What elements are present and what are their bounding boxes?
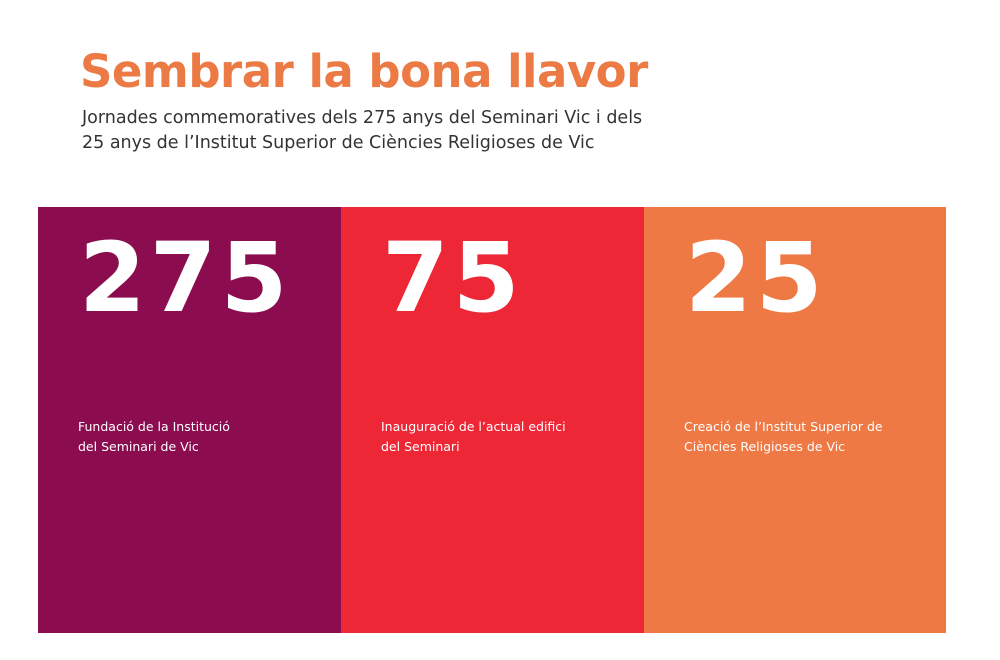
stat-panel-institute: 25 Creació de l’Institut Superior de Ciè… [644, 207, 946, 633]
stat-panel-building: 75 Inauguració de l’actual edifici del S… [341, 207, 644, 633]
stat-caption-line: del Seminari de Vic [78, 439, 199, 454]
stat-caption: Fundació de la Institució del Seminari d… [78, 417, 318, 457]
stat-caption: Inauguració de l’actual edifici del Semi… [381, 417, 621, 457]
stats-panels: 275 Fundació de la Institució del Semina… [38, 207, 946, 633]
stat-number: 25 [685, 222, 827, 334]
stat-caption: Creació de l’Institut Superior de Ciènci… [684, 417, 924, 457]
stat-caption-line: Fundació de la Institució [78, 419, 230, 434]
stat-caption-line: del Seminari [381, 439, 460, 454]
subtitle-line: Jornades commemoratives dels 275 anys de… [82, 108, 643, 128]
stat-caption-line: Inauguració de l’actual edifici [381, 419, 566, 434]
stat-number: 275 [79, 222, 292, 334]
stat-caption-line: Creació de l’Institut Superior de [684, 419, 883, 434]
stat-caption-line: Ciències Religioses de Vic [684, 439, 846, 454]
subtitle-line: 25 anys de l’Institut Superior de Ciènci… [82, 133, 595, 153]
stat-panel-foundation: 275 Fundació de la Institució del Semina… [38, 207, 341, 633]
page-title: Sembrar la bona llavor [80, 45, 648, 98]
stat-number: 75 [382, 222, 524, 334]
page-subtitle: Jornades commemoratives dels 275 anys de… [82, 106, 702, 156]
